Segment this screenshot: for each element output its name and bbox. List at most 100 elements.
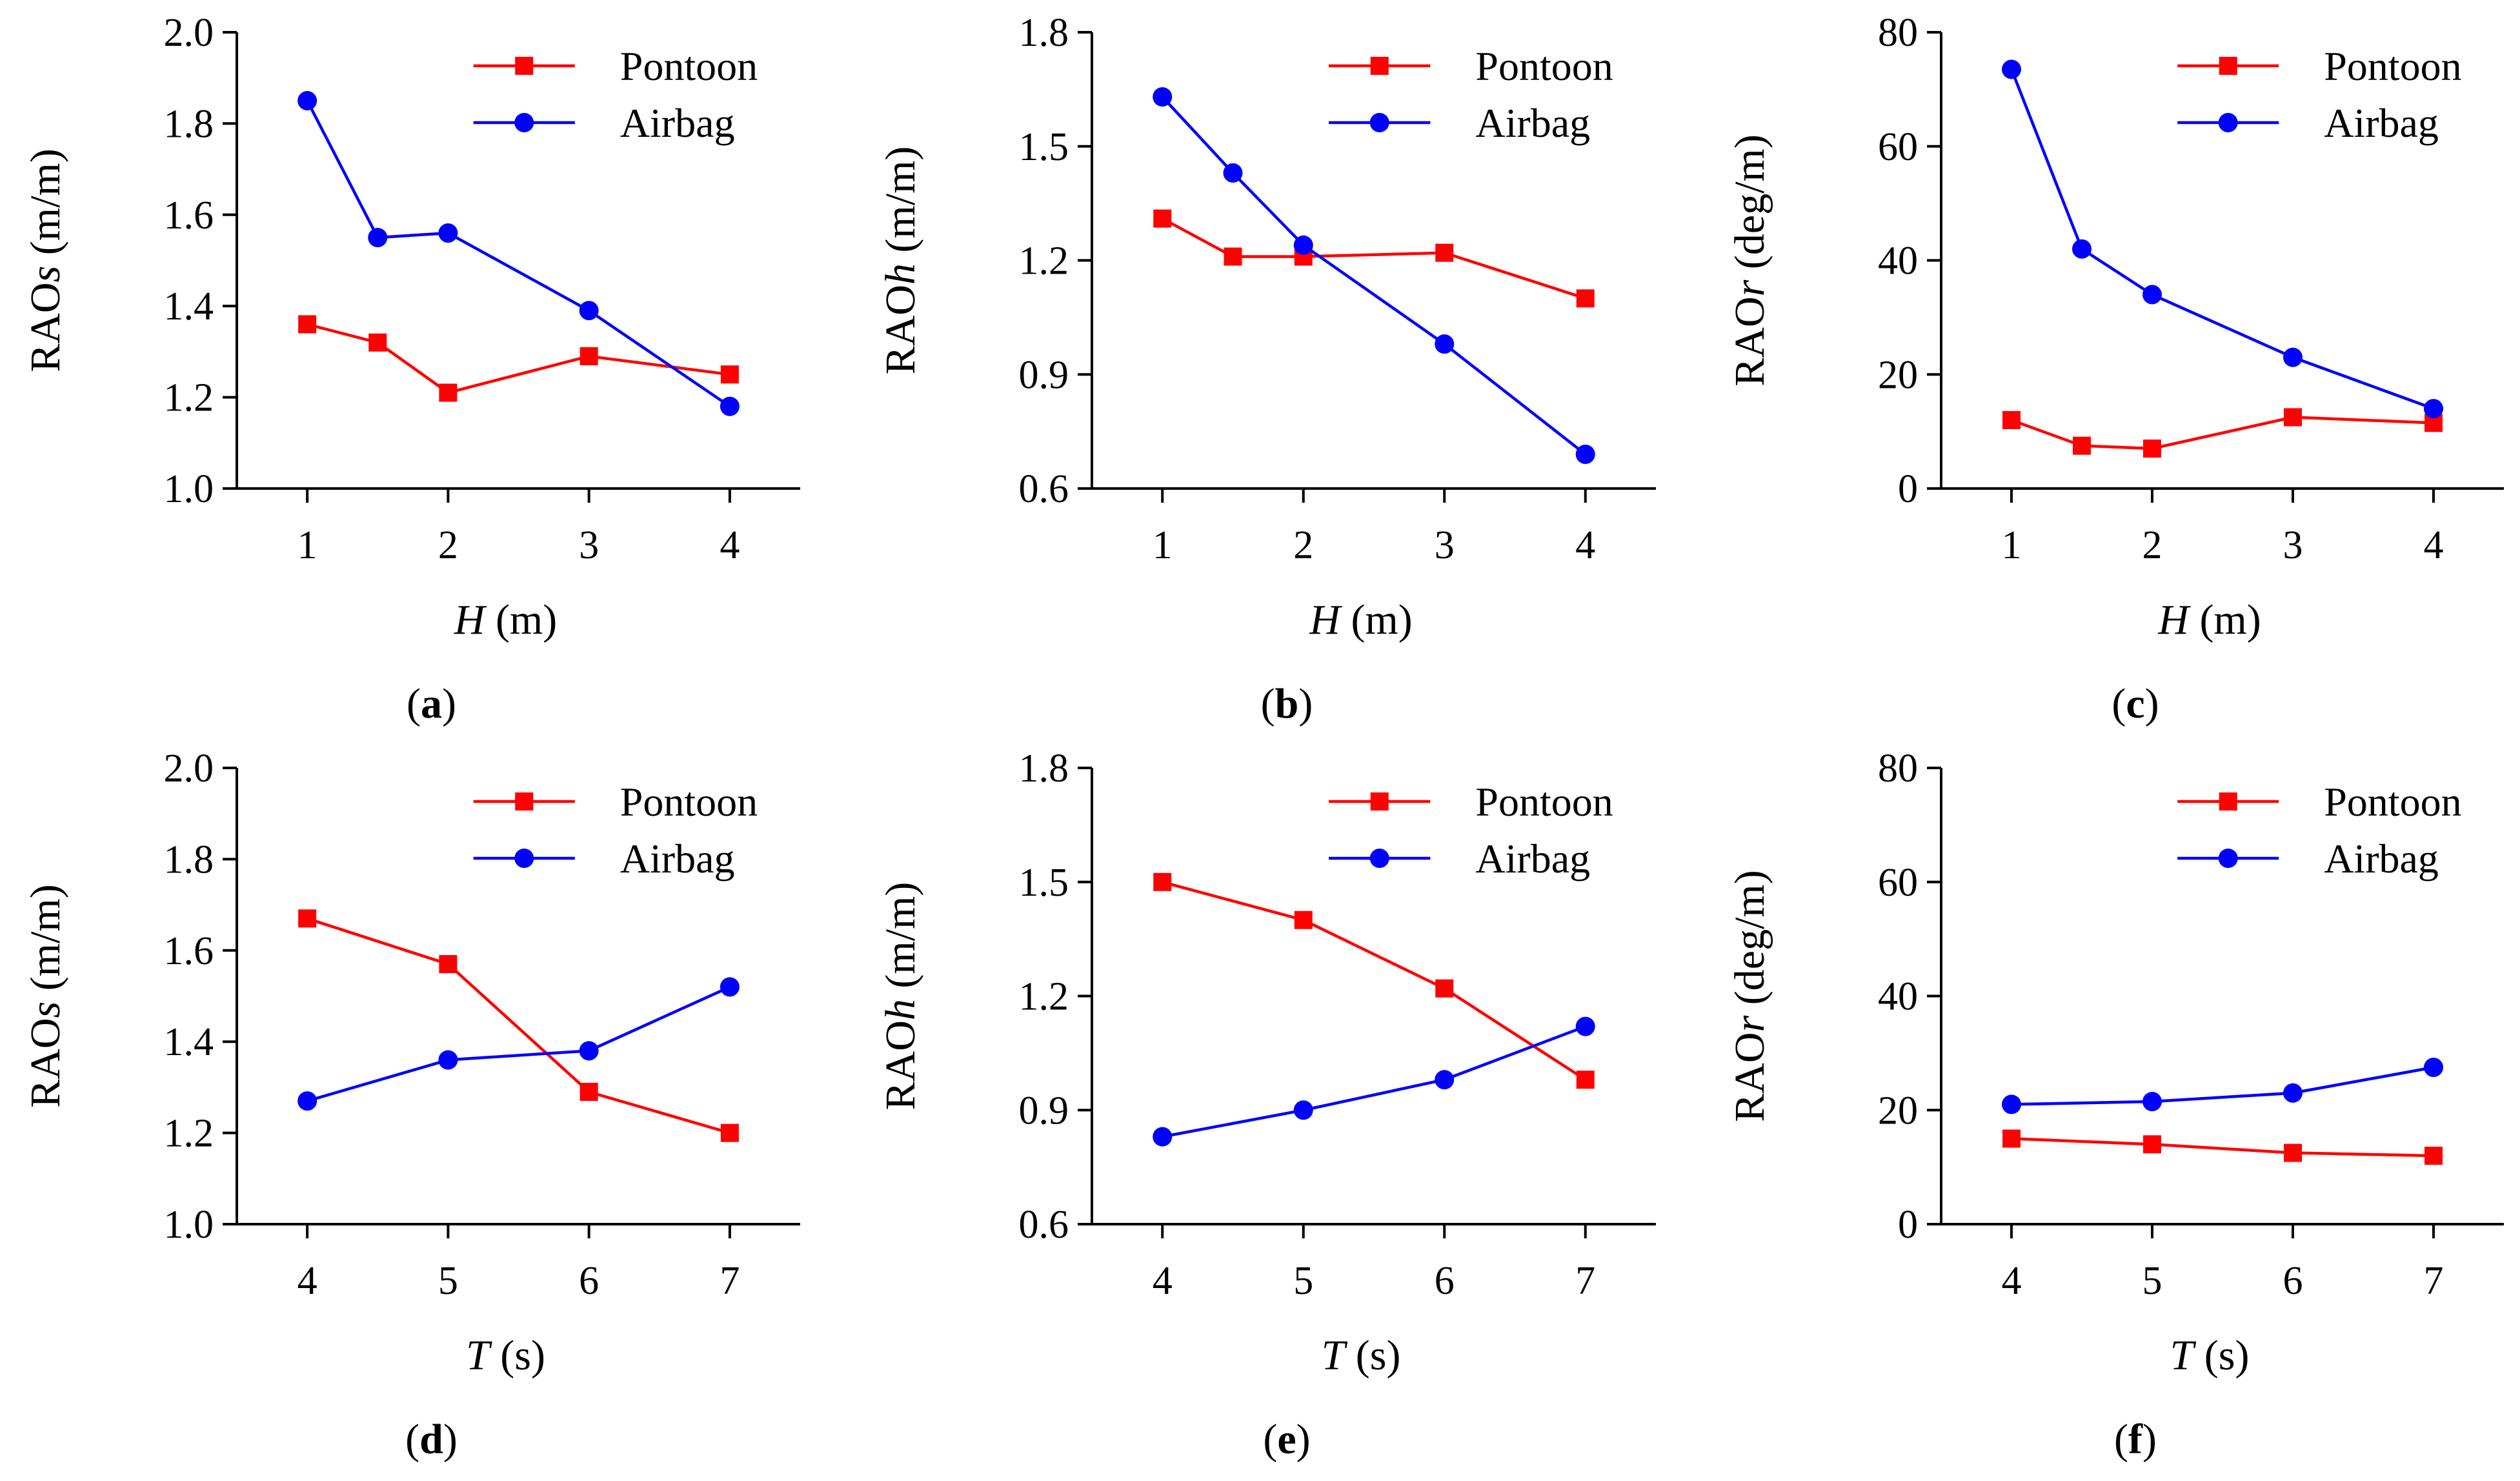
data-point-airbag — [720, 977, 740, 997]
y-tick-label: 0.9 — [1019, 353, 1069, 397]
y-tick-label: 1.0 — [164, 467, 214, 511]
x-tick-label: 5 — [1293, 1259, 1313, 1303]
x-tick-label: 3 — [579, 523, 599, 567]
data-point-pontoon — [1435, 979, 1454, 998]
y-tick-label: 0.9 — [1019, 1089, 1069, 1133]
x-axis-label: H (m) — [454, 596, 557, 643]
data-point-pontoon — [1224, 247, 1242, 266]
data-point-pontoon — [2073, 436, 2091, 455]
panel-label-letter: e — [1277, 1416, 1296, 1463]
data-point-pontoon — [2002, 1129, 2021, 1148]
data-point-airbag — [438, 223, 458, 243]
series-line-pontoon — [307, 917, 731, 1134]
data-point-airbag — [2142, 285, 2162, 305]
legend-label-pontoon: Pontoon — [620, 779, 758, 825]
data-point-airbag — [1435, 1070, 1455, 1090]
x-tick-label: 7 — [720, 1259, 740, 1303]
data-point-pontoon — [1153, 209, 1172, 228]
y-tick-label: 1.6 — [164, 929, 214, 973]
y-tick-label: 1.0 — [164, 1203, 214, 1247]
y-tick-label: 60 — [1878, 861, 1918, 905]
x-tick-label: 1 — [297, 523, 318, 567]
y-axis-label-main: RAO — [22, 282, 69, 372]
x-tick-label: 4 — [1153, 1259, 1173, 1303]
x-axis-label: H (m) — [2157, 596, 2261, 643]
x-axis-label-unit: (s) — [1345, 1332, 1400, 1379]
x-tick-label: 2 — [438, 523, 458, 567]
panel-label: (f) — [2114, 1416, 2157, 1463]
x-axis-label-unit: (s) — [2193, 1332, 2249, 1379]
data-point-pontoon — [2284, 1143, 2302, 1162]
panel-label-open: ( — [2114, 1416, 2128, 1463]
y-axis-label: RAOh (m/m) — [877, 882, 924, 1111]
x-axis-label-variable: T — [466, 1332, 492, 1379]
legend-marker-airbag — [514, 113, 534, 132]
panel-label-open: ( — [407, 680, 421, 727]
legend-label-airbag: Airbag — [2324, 836, 2439, 882]
data-point-airbag — [2002, 59, 2021, 79]
y-axis-label: RAOr (deg/m) — [1726, 870, 1773, 1122]
panel-label-close: ) — [2145, 680, 2159, 727]
data-point-airbag — [2283, 347, 2303, 367]
x-tick-label: 2 — [2142, 523, 2162, 567]
x-axis-label: H (m) — [1309, 596, 1412, 643]
y-tick-label: 1.8 — [1019, 747, 1069, 791]
legend-marker-pontoon — [2219, 57, 2237, 75]
data-point-airbag — [2424, 399, 2443, 419]
data-point-airbag — [1153, 87, 1173, 107]
y-axis-label-subscript: r — [1726, 1015, 1773, 1032]
x-tick-label: 3 — [1435, 523, 1455, 567]
data-point-pontoon — [298, 909, 317, 928]
y-tick-label: 0.6 — [1019, 467, 1069, 511]
legend-label-pontoon: Pontoon — [1475, 43, 1613, 89]
legend-marker-airbag — [2218, 849, 2238, 868]
legend-marker-airbag — [1369, 849, 1389, 868]
y-tick-label: 1.8 — [1019, 11, 1069, 55]
y-tick-label: 0.6 — [1019, 1203, 1069, 1247]
data-point-airbag — [1293, 1100, 1313, 1120]
legend-marker-pontoon — [515, 792, 534, 811]
series-line-pontoon — [1162, 880, 1587, 1081]
data-point-airbag — [1293, 235, 1313, 255]
y-axis-label-main: RAO — [1726, 1032, 1773, 1122]
y-axis-label-main: RAO — [1726, 296, 1773, 386]
y-tick-label: 60 — [1878, 125, 1918, 169]
x-axis-label-unit: (s) — [490, 1332, 545, 1379]
y-tick-label: 80 — [1878, 747, 1918, 791]
series-line-pontoon — [2011, 1137, 2434, 1158]
y-axis-label-subscript: r — [1726, 279, 1773, 296]
data-point-pontoon — [1435, 243, 1454, 262]
panel-label: (d) — [405, 1416, 458, 1463]
series-line-airbag — [307, 985, 731, 1103]
y-tick-label: 0 — [1898, 467, 1918, 511]
chart-panel-b: 0.6 0.9 1.2 1.5 1.8 1 2 3 4 RAOh (m/m) H (m) (b) Pon… — [877, 11, 1656, 727]
data-point-pontoon — [2284, 408, 2302, 427]
series-line-airbag — [1161, 96, 1587, 456]
y-axis-label-unit: (m/m) — [877, 146, 924, 263]
x-axis-label-unit: (m) — [1340, 596, 1413, 643]
data-point-pontoon — [2143, 439, 2161, 458]
panel-label-open: ( — [405, 1416, 419, 1463]
y-tick-label: 1.4 — [164, 1020, 214, 1064]
panel-label-open: ( — [1263, 1416, 1277, 1463]
x-tick-label: 7 — [1575, 1259, 1595, 1303]
y-tick-label: 0 — [1898, 1203, 1918, 1247]
data-point-airbag — [438, 1050, 458, 1070]
y-axis-label-main: RAO — [877, 1020, 924, 1110]
x-tick-label: 1 — [1153, 523, 1173, 567]
chart-panel-e: 0.6 0.9 1.2 1.5 1.8 4 5 6 7 RAOh (m/m) T (s) (e) Pon… — [877, 747, 1656, 1463]
y-tick-label: 40 — [1878, 975, 1918, 1019]
data-point-pontoon — [298, 315, 317, 334]
x-axis-label-unit: (m) — [485, 596, 557, 643]
y-axis-label-unit: (deg/m) — [1726, 870, 1773, 1015]
legend-label-airbag: Airbag — [1475, 836, 1590, 882]
x-tick-label: 6 — [579, 1259, 599, 1303]
chart-panel-a: 1.0 1.2 1.4 1.6 1.8 2.0 1 2 3 4 RAOs (m/m) H (m) (a)… — [22, 11, 800, 727]
x-tick-label: 7 — [2424, 1259, 2444, 1303]
data-point-pontoon — [1294, 911, 1313, 929]
y-axis-label-unit: (m/m) — [877, 882, 924, 999]
x-tick-label: 1 — [2002, 523, 2022, 567]
chart-panel-f: 0 20 40 60 80 4 5 6 7 RAOr (deg/m) T (s) (f) Pontoon… — [1726, 747, 2504, 1463]
x-tick-label: 6 — [1435, 1259, 1455, 1303]
x-tick-label: 4 — [2002, 1259, 2022, 1303]
